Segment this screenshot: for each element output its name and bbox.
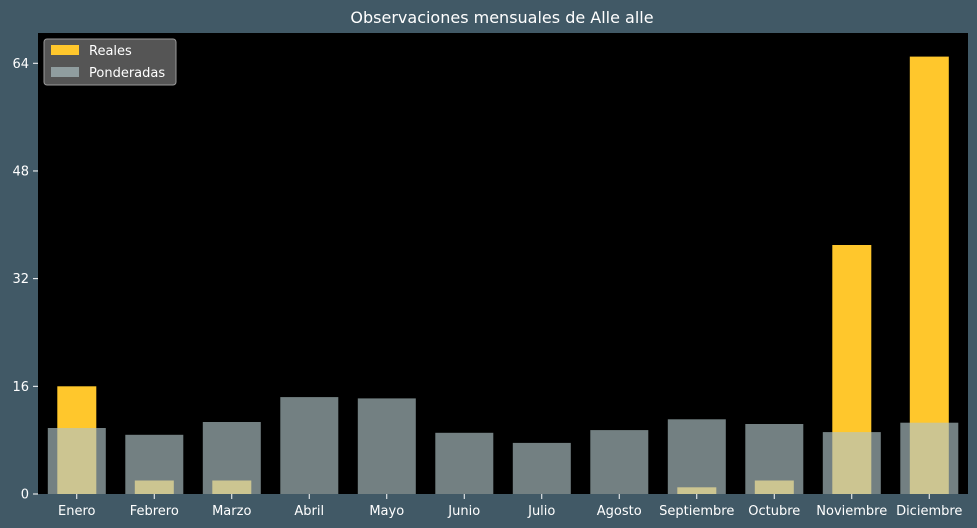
chart-title: Observaciones mensuales de Alle alle	[350, 8, 653, 27]
legend-label-reales: Reales	[89, 44, 132, 59]
y-axis: 0 16 32 48 64	[12, 57, 38, 503]
y-tick-label-64: 64	[12, 57, 29, 72]
y-tick-label-16: 16	[12, 380, 29, 395]
bar-ponderadas-agosto	[590, 430, 649, 494]
x-tick-label-junio: Junio	[447, 504, 480, 519]
bar-ponderadas-mayo	[357, 398, 416, 494]
legend-swatch-reales	[51, 45, 79, 55]
bar-ponderadas-marzo	[202, 422, 261, 494]
x-axis: Enero Febrero Marzo Abril Mayo Junio Julio Agos…	[58, 494, 962, 519]
bar-ponderadas-julio	[512, 442, 571, 494]
x-tick-label-agosto: Agosto	[597, 504, 642, 519]
legend: Reales Ponderadas	[43, 38, 177, 86]
x-tick-label-octubre: Octubre	[748, 504, 800, 519]
x-tick-label-enero: Enero	[58, 504, 96, 519]
bar-ponderadas-junio	[435, 432, 494, 494]
bar-ponderadas-septiembre	[667, 419, 726, 494]
bar-ponderadas-abril	[280, 397, 339, 494]
x-tick-label-abril: Abril	[294, 504, 324, 519]
bar-ponderadas-diciembre	[900, 422, 959, 494]
bar-ponderadas-enero	[47, 428, 106, 494]
x-tick-label-julio: Julio	[527, 504, 555, 519]
x-tick-label-febrero: Febrero	[130, 504, 179, 519]
y-tick-label-0: 0	[21, 488, 29, 503]
bar-ponderadas-febrero	[125, 434, 184, 494]
y-tick-label-32: 32	[12, 272, 29, 287]
bar-ponderadas-noviembre	[822, 432, 881, 494]
x-tick-label-marzo: Marzo	[212, 504, 251, 519]
x-tick-label-noviembre: Noviembre	[816, 504, 887, 519]
x-tick-label-mayo: Mayo	[369, 504, 404, 519]
y-tick-label-48: 48	[12, 164, 29, 179]
bar-ponderadas-octubre	[745, 424, 804, 494]
x-tick-label-diciembre: Diciembre	[896, 504, 962, 519]
series-ponderadas	[47, 397, 959, 494]
legend-swatch-ponderadas	[51, 67, 79, 77]
plot-area	[38, 33, 968, 494]
x-tick-label-septiembre: Septiembre	[659, 504, 734, 519]
bar-reales-diciembre	[909, 56, 949, 494]
legend-label-ponderadas: Ponderadas	[89, 66, 165, 81]
